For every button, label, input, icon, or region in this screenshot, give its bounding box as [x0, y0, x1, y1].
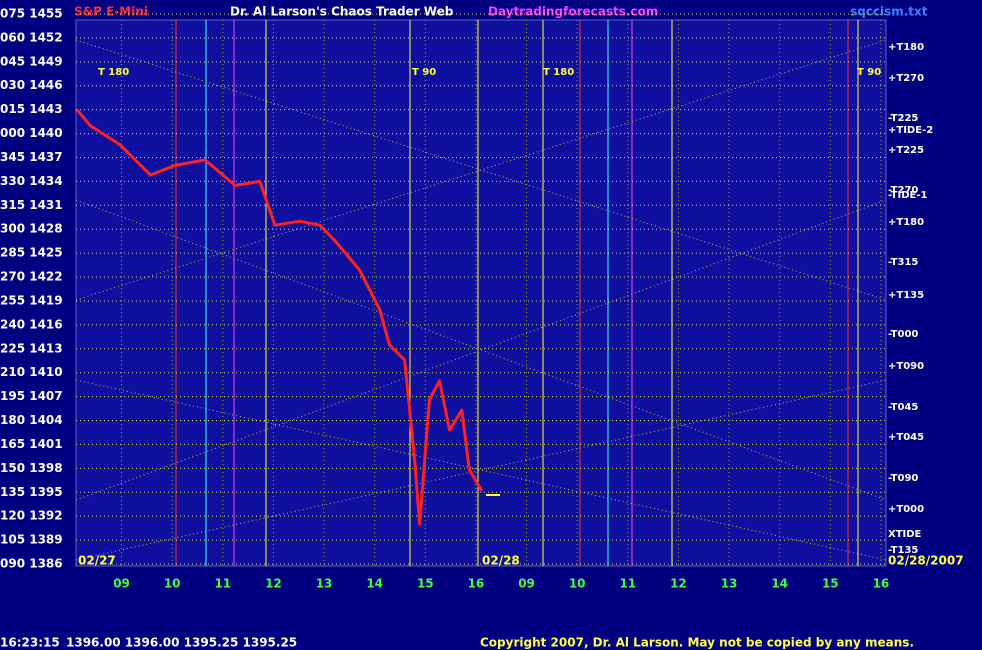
marker: T 90 [857, 67, 881, 78]
x-tick-label: 09 [113, 577, 130, 591]
instrument: S&P E-Mini [74, 5, 148, 19]
status-time: 16:23:15 [0, 636, 60, 650]
right-label: +T045 [888, 432, 924, 443]
right-label: -T225 [888, 113, 918, 124]
x-tick-label: 10 [569, 577, 586, 591]
y-tick-label: 315 1431 [0, 198, 63, 212]
status-quote: 1396.00 1396.00 1395.25 1395.25 [66, 636, 297, 650]
x-tick-label: 11 [214, 577, 231, 591]
y-tick-label: 225 1413 [0, 341, 63, 355]
date-label: 02/27 [78, 554, 116, 568]
right-label: -TIDE-1 [888, 190, 928, 201]
y-tick-label: 000 1440 [0, 126, 63, 140]
date-label: 02/28/2007 [888, 554, 964, 568]
right-label: -T090 [888, 473, 918, 484]
y-tick-label: 120 1392 [0, 509, 63, 523]
website: Daytradingforecasts.com [488, 5, 658, 19]
x-tick-label: 13 [316, 577, 333, 591]
right-label: -T270 [888, 185, 918, 196]
x-tick-label: 13 [721, 577, 738, 591]
y-tick-label: 300 1428 [0, 222, 63, 236]
y-tick-label: 150 1398 [0, 461, 63, 475]
right-label: +T180 [888, 217, 924, 228]
date-label: 02/28 [482, 554, 520, 568]
x-tick-label: 15 [417, 577, 434, 591]
y-tick-label: 165 1401 [0, 437, 63, 451]
x-tick-label: 09 [518, 577, 535, 591]
y-tick-label: 075 1455 [0, 7, 63, 21]
right-label: -T045 [888, 402, 918, 413]
y-tick-label: 045 1449 [0, 54, 63, 68]
x-tick-label: 14 [366, 577, 383, 591]
plot-area [75, 19, 887, 567]
x-tick-label: 12 [265, 577, 282, 591]
x-tick-label: 16 [468, 577, 485, 591]
y-tick-label: 330 1434 [0, 174, 63, 188]
y-tick-label: 135 1395 [0, 485, 63, 499]
angle-lines [75, 39, 887, 561]
marker: T 90 [412, 67, 436, 78]
right-label: -T315 [888, 257, 918, 268]
y-tick-label: 270 1422 [0, 270, 63, 284]
file-name: sqccism.txt [850, 5, 928, 19]
right-label: +TIDE-2 [888, 125, 933, 136]
right-label: +T135 [888, 290, 924, 301]
y-tick-label: 345 1437 [0, 150, 63, 164]
y-tick-label: 180 1404 [0, 413, 63, 427]
marker: T 180 [543, 67, 574, 78]
right-label: -T000 [888, 329, 918, 340]
right-label: +T090 [888, 361, 924, 372]
price-line [75, 108, 483, 526]
y-tick-label: 210 1410 [0, 365, 63, 379]
y-tick-label: 015 1443 [0, 102, 63, 116]
right-label: +T180 [888, 42, 924, 53]
y-tick-label: 195 1407 [0, 389, 63, 403]
y-tick-label: 285 1425 [0, 246, 63, 260]
y-tick-label: 060 1452 [0, 30, 63, 44]
right-label: +T270 [888, 73, 924, 84]
marker: T 180 [98, 67, 129, 78]
right-label: XTIDE [888, 529, 922, 540]
y-tick-label: 030 1446 [0, 78, 63, 92]
x-tick-label: 11 [619, 577, 636, 591]
right-label: +T225 [888, 145, 924, 156]
y-tick-label: 255 1419 [0, 293, 63, 307]
x-tick-label: 12 [670, 577, 687, 591]
x-tick-label: 16 [873, 577, 890, 591]
right-label: +T000 [888, 504, 924, 515]
chart-title: Dr. Al Larson's Chaos Trader Web [230, 5, 454, 19]
right-label: -T135 [888, 545, 918, 556]
y-tick-label: 240 1416 [0, 317, 63, 331]
session-lines [175, 20, 859, 566]
x-tick-label: 10 [164, 577, 181, 591]
x-tick-label: 14 [771, 577, 788, 591]
copyright: Copyright 2007, Dr. Al Larson. May not b… [480, 636, 914, 650]
y-tick-label: 105 1389 [0, 533, 63, 547]
x-tick-label: 15 [822, 577, 839, 591]
y-tick-label: 090 1386 [0, 557, 63, 571]
